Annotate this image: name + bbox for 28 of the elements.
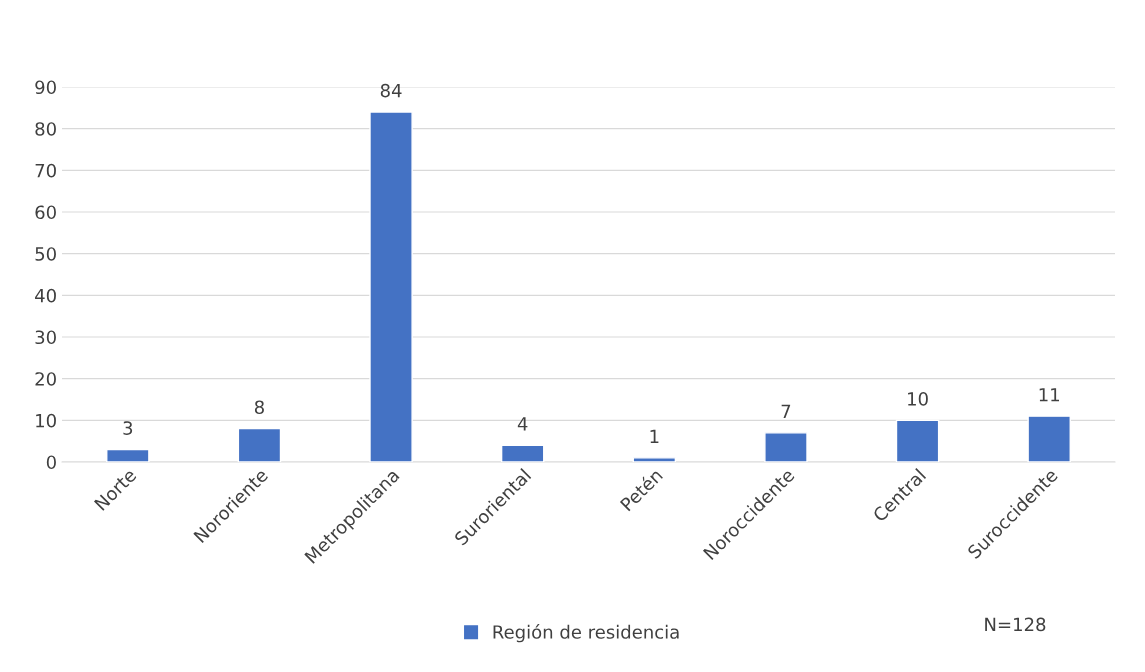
data-label: 8 [254,400,264,415]
y-tick-label: 40 [35,288,56,303]
bar [369,111,413,462]
data-label: 7 [781,404,791,418]
y-tick-label: 90 [35,80,56,95]
y-tick-label: 0 [46,455,56,470]
bar [895,419,940,462]
data-label: 84 [380,83,402,98]
bar [500,444,545,462]
y-tick-label: 10 [36,413,56,428]
y-tick-label: 70 [35,163,56,178]
bar [106,448,150,462]
data-label: 3 [123,421,133,435]
data-label: 1 [650,429,659,443]
y-tick-label: 80 [35,122,56,136]
bar [1027,415,1071,462]
bar [237,427,282,462]
data-label: 11 [1039,388,1060,402]
data-label: 10 [908,392,928,406]
y-tick-label: 20 [35,372,56,386]
legend-label: Región de residencia [493,624,679,643]
bar [632,457,677,462]
y-tick-label: 30 [35,330,56,345]
text: N=128 [985,617,1046,632]
bar [764,432,808,462]
y-tick-label: 60 [35,205,56,220]
y-tick-label: 50 [35,247,56,261]
data-label: 4 [517,417,528,431]
